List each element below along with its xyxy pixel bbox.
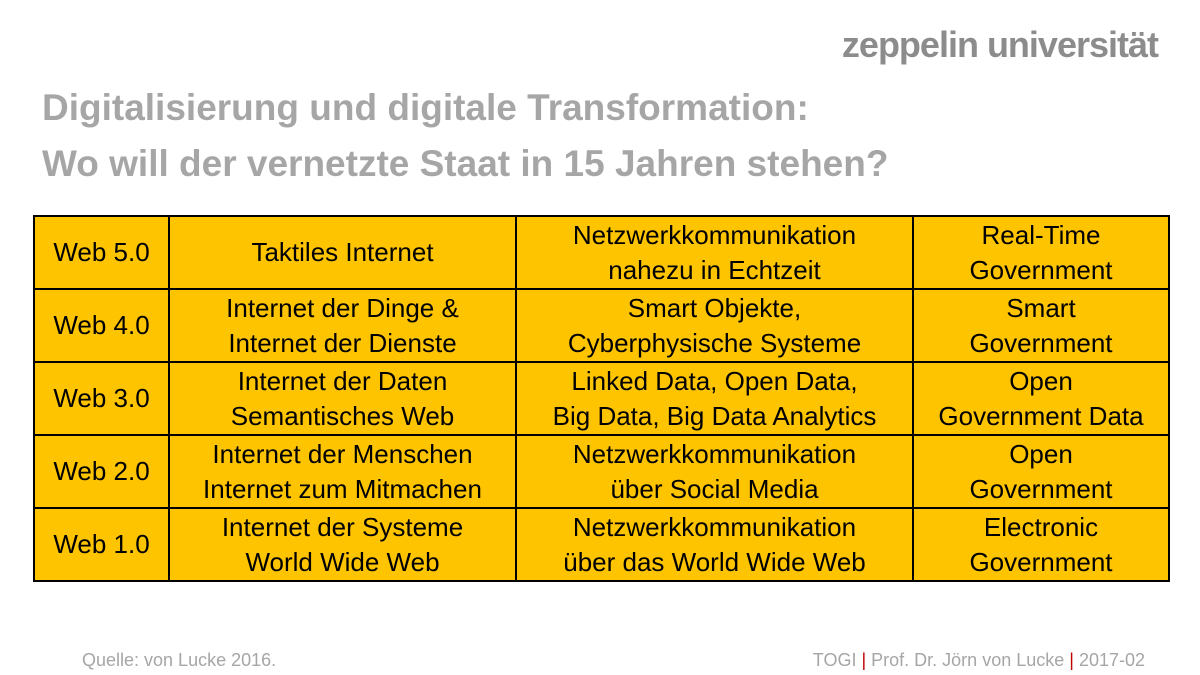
table-cell: Internet der Menschen Internet zum Mitmac… xyxy=(168,434,517,509)
table-cell: Web 4.0 xyxy=(33,288,170,363)
separator: | xyxy=(1069,650,1074,670)
cell-line: Netzwerkkommunikation xyxy=(572,219,857,250)
cell-line: Taktiles Internet xyxy=(251,237,434,267)
title: Digitalisierung und digitale Transformat… xyxy=(42,80,888,192)
cell-line: Web 2.0 xyxy=(53,456,150,486)
cell-line: Electronic xyxy=(983,511,1099,542)
cell-line: Internet der Systeme xyxy=(221,511,464,542)
table-cell: Internet der Systeme World Wide Web xyxy=(168,507,517,582)
table-row: Web 5.0 Taktiles Internet Netzwerkkommunik… xyxy=(33,215,1170,290)
cell-line: Big Data, Big Data Analytics xyxy=(552,400,877,431)
cell-line: Internet der Menschen xyxy=(212,438,473,469)
table-cell: Web 5.0 xyxy=(33,215,170,290)
cell-line: Internet zum Mitmachen xyxy=(203,473,482,504)
cell-line: Government xyxy=(969,327,1113,358)
cell-line: Web 5.0 xyxy=(53,237,150,267)
table-cell: Smart Government xyxy=(912,288,1170,363)
cell-line: Open xyxy=(1009,365,1073,396)
table: Web 5.0 Taktiles Internet Netzwerkkommunik… xyxy=(33,215,1170,582)
table-cell: Internet der Daten Semantisches Web xyxy=(168,361,517,436)
cell-line: World Wide Web xyxy=(245,546,440,577)
cell-line: über das World Wide Web xyxy=(563,546,866,577)
table-row: Web 2.0 Internet der Menschen Internet zum… xyxy=(33,434,1170,509)
table-row: Web 1.0 Internet der Systeme World Wide We… xyxy=(33,507,1170,582)
cell-line: Linked Data, Open Data, xyxy=(571,365,858,396)
table-cell: Open Government Data xyxy=(912,361,1170,436)
table-cell: Web 3.0 xyxy=(33,361,170,436)
table-cell: Netzwerkkommunikation über das World Wide… xyxy=(515,507,914,582)
table-cell: Linked Data, Open Data, Big Data, Big Dat… xyxy=(515,361,914,436)
cell-line: Government xyxy=(969,473,1113,504)
table-cell: Smart Objekte, Cyberphysische Systeme xyxy=(515,288,914,363)
credit: 2017-02 xyxy=(1078,650,1145,670)
cell-line: Semantisches Web xyxy=(230,400,455,431)
table-cell: Taktiles Internet xyxy=(168,215,517,290)
cell-line: Internet der Dienste xyxy=(228,327,457,358)
cell-line: Open xyxy=(1009,438,1073,469)
cell-line: Government xyxy=(969,254,1113,285)
cell-line: Cyberphysische Systeme xyxy=(567,327,862,358)
cell-line: Government xyxy=(969,546,1113,577)
title-line: Wo will der vernetzte Staat in 15 Jahren… xyxy=(42,143,889,184)
title-line: Digitalisierung und digitale Transformat… xyxy=(42,87,809,128)
cell-line: Netzwerkkommunikation xyxy=(572,438,857,469)
logo: zeppelin universität xyxy=(841,24,1159,65)
table-cell: Netzwerkkommunikation nahezu in Echtzeit xyxy=(515,215,914,290)
cell-line: Smart xyxy=(1006,292,1076,323)
cell-line: nahezu in Echtzeit xyxy=(608,254,821,285)
cell-line: Web 1.0 xyxy=(53,529,150,559)
table-cell: Internet der Dinge & Internet der Dienste xyxy=(168,288,517,363)
separator: | xyxy=(861,650,867,670)
cell-line: Web 4.0 xyxy=(53,310,150,340)
table-row: Web 4.0 Internet der Dinge & Internet der … xyxy=(33,288,1170,363)
credit: Prof. Dr. Jörn von Lucke xyxy=(871,650,1065,670)
credits: TOGI | Prof. Dr. Jörn von Lucke | 2017-02 xyxy=(813,650,1145,671)
cell-line: Web 3.0 xyxy=(53,383,150,413)
cell-line: Netzwerkkommunikation xyxy=(572,511,857,542)
cell-line: über Social Media xyxy=(610,473,819,504)
cell-line: Internet der Daten xyxy=(237,365,448,396)
cell-line: Government Data xyxy=(938,400,1144,431)
table-cell: Web 1.0 xyxy=(33,507,170,582)
table-row: Web 3.0 Internet der Daten Semantisches We… xyxy=(33,361,1170,436)
table-cell: Real-Time Government xyxy=(912,215,1170,290)
cell-line: Real-Time xyxy=(981,219,1101,250)
source: Quelle: von Lucke 2016. xyxy=(82,650,277,670)
table-cell: Electronic Government xyxy=(912,507,1170,582)
table-cell: Web 2.0 xyxy=(33,434,170,509)
cell-line: Internet der Dinge & xyxy=(226,292,459,323)
credit: TOGI xyxy=(812,650,857,670)
table-cell: Open Government xyxy=(912,434,1170,509)
cell-line: Smart Objekte, xyxy=(627,292,802,323)
table-cell: Netzwerkkommunikation über Social Media xyxy=(515,434,914,509)
